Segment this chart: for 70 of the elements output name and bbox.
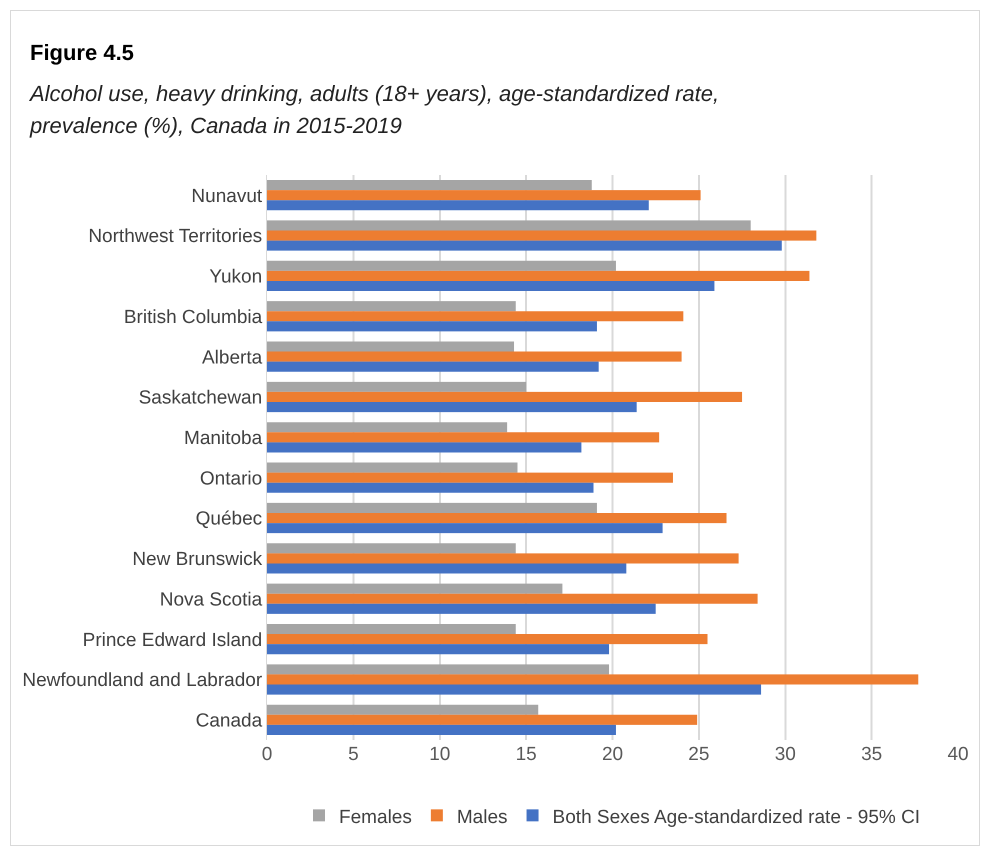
legend-label: Females xyxy=(339,806,412,828)
bar xyxy=(267,220,751,230)
bar xyxy=(267,674,918,685)
bar xyxy=(267,664,610,674)
bar xyxy=(267,301,516,312)
x-tick-label: 35 xyxy=(861,744,882,765)
y-tick-label: Nova Scotia xyxy=(160,589,263,610)
bar xyxy=(267,260,616,271)
bar xyxy=(267,200,649,210)
y-tick-label: Manitoba xyxy=(184,428,263,449)
bar xyxy=(267,352,682,362)
bar xyxy=(267,311,684,322)
bar xyxy=(267,724,616,735)
legend-label: Both Sexes Age-standardized rate - 95% CI xyxy=(552,806,920,828)
bar xyxy=(267,280,714,292)
text: Figure 4.5 xyxy=(30,40,134,66)
bar xyxy=(267,482,594,493)
chart-subtitle: Alcohol use, heavy drinking, adults (18+ years), age-standardized rate, prevalence (%), Canada in 2015-2019 xyxy=(30,80,720,140)
bar xyxy=(267,472,673,483)
y-tick-label: Newfoundland and Labrador xyxy=(22,670,263,692)
y-tick-label: Ontario xyxy=(200,468,262,490)
bar xyxy=(267,594,758,604)
bar xyxy=(267,422,508,432)
bar xyxy=(267,402,637,412)
bar xyxy=(267,714,698,725)
x-tick-label: 5 xyxy=(348,744,359,765)
bar xyxy=(267,684,762,695)
x-tick-label: 25 xyxy=(688,744,710,765)
bar xyxy=(267,584,562,594)
bar xyxy=(267,462,518,473)
bar xyxy=(267,563,626,574)
bar xyxy=(267,624,516,634)
bar xyxy=(267,230,816,241)
x-tick-label: 20 xyxy=(602,744,624,765)
bar xyxy=(267,634,708,644)
x-tick-label: 10 xyxy=(429,744,450,765)
bar xyxy=(267,432,660,442)
bar xyxy=(267,321,597,332)
bar xyxy=(267,270,810,281)
y-tick-label: Canada xyxy=(196,710,263,732)
bar xyxy=(267,362,599,372)
legend-label: Males xyxy=(456,806,508,828)
y-tick-label: Nunavut xyxy=(191,186,263,207)
bar xyxy=(267,523,663,534)
bar xyxy=(267,553,739,564)
bar xyxy=(267,644,610,654)
y-tick-label: Northwest Territories xyxy=(88,226,262,248)
x-tick-label: 40 xyxy=(947,744,969,765)
x-tick-label: 30 xyxy=(774,744,796,765)
y-tick-label: Saskatchewan xyxy=(138,388,262,409)
bar xyxy=(267,512,727,524)
bar xyxy=(267,190,701,200)
y-tick-label: Québec xyxy=(196,508,262,530)
bar xyxy=(267,382,526,392)
y-tick-label: British Columbia xyxy=(124,306,263,328)
bar xyxy=(267,392,742,402)
x-tick-label: 15 xyxy=(516,744,537,765)
x-tick-label: 0 xyxy=(262,744,272,765)
bar xyxy=(267,704,538,715)
bar xyxy=(267,604,656,614)
y-tick-label: New Brunswick xyxy=(132,549,263,570)
y-tick-label: Yukon xyxy=(209,266,262,288)
bar xyxy=(267,543,516,554)
bar xyxy=(267,442,582,452)
bar xyxy=(267,502,597,513)
y-tick-label: Alberta xyxy=(202,347,263,368)
y-tick-label: Prince Edward Island xyxy=(82,630,262,651)
bar xyxy=(267,341,514,352)
bar xyxy=(267,180,592,190)
bar xyxy=(267,240,782,251)
